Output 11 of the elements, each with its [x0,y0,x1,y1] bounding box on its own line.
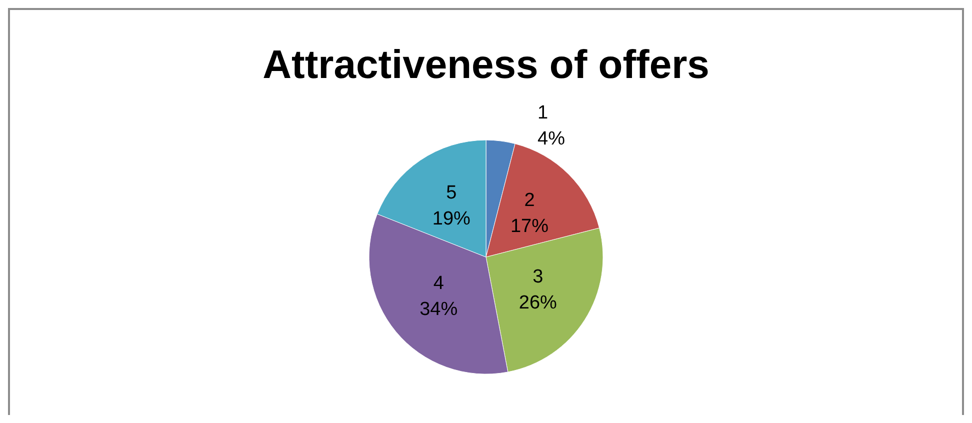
data-label: 19% [432,208,471,230]
data-label: 26% [518,292,558,314]
chart-title: Attractiveness of offers [262,43,710,87]
data-label: 17% [510,216,549,238]
slice-label: 3 [532,266,544,288]
slice-label: 4 [433,272,444,294]
data-label: 4% [538,128,566,150]
data-label: 34% [420,298,458,320]
slice-label: 5 [446,182,457,204]
slice-label: 1 [538,102,548,124]
slice-label: 2 [524,190,535,212]
